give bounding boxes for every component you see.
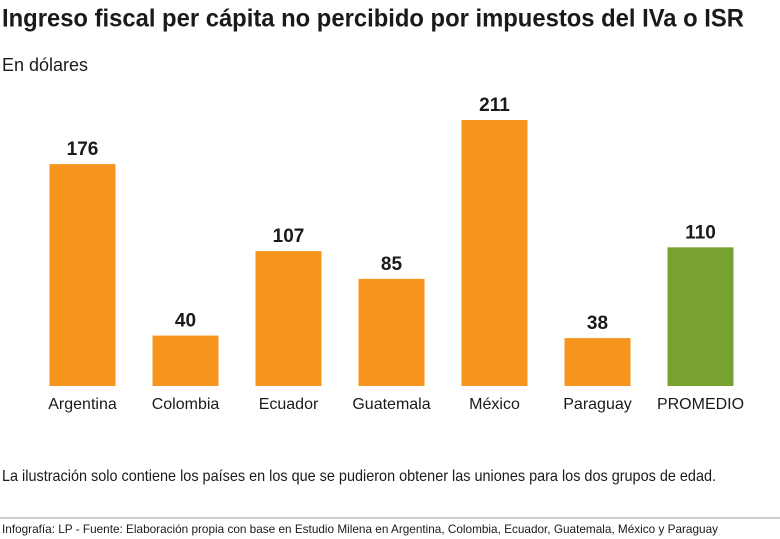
- x-tick-label: Paraguay: [563, 396, 632, 413]
- chart-title: Ingreso fiscal per cápita no percibido p…: [2, 5, 744, 33]
- x-tick-label: Argentina: [48, 396, 117, 413]
- value-label: 85: [381, 254, 403, 275]
- source: Infografía: LP - Fuente: Elaboración pro…: [2, 522, 718, 536]
- bar: [152, 335, 219, 386]
- chart-subtitle: En dólares: [2, 55, 88, 75]
- value-label: 40: [175, 311, 196, 332]
- bar: [358, 278, 425, 386]
- bar: [255, 251, 322, 386]
- note: La ilustración solo contiene los países …: [2, 468, 716, 485]
- value-label: 211: [479, 95, 510, 116]
- value-label: 107: [273, 226, 305, 247]
- bar: [564, 338, 631, 386]
- x-tick-label: PROMEDIO: [657, 396, 744, 413]
- bar: [49, 164, 116, 386]
- bar: [667, 247, 734, 386]
- x-tick-label: Ecuador: [259, 396, 319, 413]
- x-tick-label: México: [469, 396, 520, 413]
- value-label: 176: [67, 139, 99, 160]
- x-tick-label: Guatemala: [352, 396, 430, 413]
- x-tick-label: Colombia: [152, 396, 220, 413]
- bar: [461, 120, 528, 386]
- value-label: 110: [685, 222, 716, 243]
- value-label: 38: [587, 313, 608, 334]
